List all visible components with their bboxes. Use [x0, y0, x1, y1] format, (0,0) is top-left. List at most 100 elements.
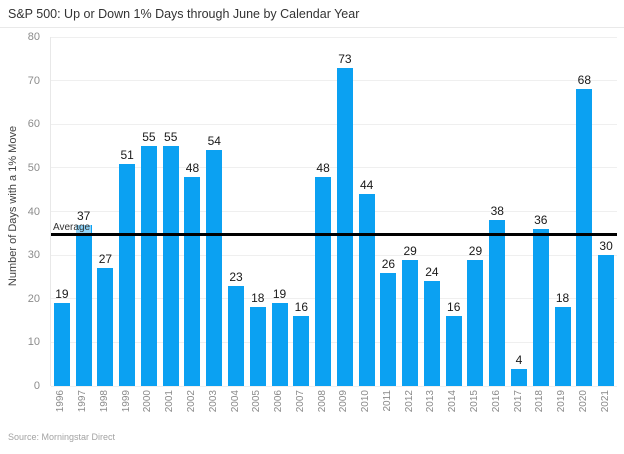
bar-2017 — [511, 368, 528, 386]
bar-2009 — [336, 67, 353, 386]
average-line-label: Average — [52, 221, 92, 233]
x-tick-label-2015: 2015 — [464, 390, 486, 432]
gridline-50 — [51, 167, 617, 169]
bar-2020 — [576, 89, 593, 386]
x-tick-text-1996: 1996 — [55, 390, 67, 413]
gridline-40 — [51, 211, 617, 212]
bar-2019 — [554, 307, 571, 386]
bar-value-2016: 38 — [490, 204, 504, 219]
x-tick-text-2013: 2013 — [425, 390, 437, 413]
x-tick-label-2000: 2000 — [137, 390, 159, 432]
x-tick-label-2016: 2016 — [485, 390, 507, 432]
x-tick-label-2019: 2019 — [551, 390, 573, 432]
x-tick-label-2009: 2009 — [333, 390, 355, 432]
x-tick-text-2005: 2005 — [251, 390, 263, 413]
x-tick-text-1999: 1999 — [120, 390, 132, 413]
x-tick-label-1999: 1999 — [115, 390, 137, 432]
x-tick-label-2014: 2014 — [442, 390, 464, 432]
bar-2012 — [402, 259, 419, 386]
bar-2021 — [598, 255, 615, 386]
chart-title: S&P 500: Up or Down 1% Days through June… — [8, 7, 360, 21]
bar-slot-2003: 54 — [203, 37, 225, 386]
source-note: Source: Morningstar Direct — [8, 432, 116, 442]
y-tick-label-60: 60 — [27, 118, 40, 131]
bar-value-2017: 4 — [515, 352, 523, 367]
bar-value-2006: 19 — [272, 287, 287, 302]
x-tick-text-2010: 2010 — [360, 390, 372, 413]
bar-2018 — [532, 228, 549, 386]
bar-slot-1998: 27 — [95, 37, 117, 386]
bar-2001 — [162, 146, 179, 386]
bar-value-2018: 36 — [534, 212, 548, 227]
plot-area: 19 37 27 51 55 55 48 54 23 18 19 16 48 73 44 26 29 24 16 29… — [50, 36, 617, 387]
bar-1996 — [53, 303, 70, 386]
x-tick-text-2016: 2016 — [490, 390, 502, 413]
bar-value-2010: 44 — [359, 178, 374, 193]
bar-slot-2014: 16 — [443, 37, 465, 386]
bar-value-2008: 48 — [316, 160, 330, 175]
title-divider — [0, 27, 624, 28]
bar-slot-2021: 30 — [595, 37, 617, 386]
bar-slot-2020: 68 — [573, 37, 595, 386]
x-tick-label-2006: 2006 — [268, 390, 290, 432]
bar-2014 — [445, 316, 462, 386]
x-tick-text-2006: 2006 — [273, 390, 285, 413]
bar-slot-2016: 38 — [486, 37, 508, 386]
bar-slot-2013: 24 — [421, 37, 443, 386]
bar-slot-2017: 4 — [508, 37, 530, 386]
x-tick-text-2019: 2019 — [556, 390, 568, 413]
gridline-10 — [51, 341, 617, 343]
gridline-80 — [51, 36, 617, 38]
y-tick-label-10: 10 — [27, 336, 40, 349]
bar-2005 — [249, 307, 266, 386]
bar-value-2015: 29 — [468, 243, 483, 258]
x-tick-text-2001: 2001 — [164, 390, 176, 413]
x-tick-text-2003: 2003 — [207, 390, 219, 413]
x-tick-label-1998: 1998 — [94, 390, 116, 432]
bar-2007 — [293, 316, 310, 386]
bar-2008 — [315, 176, 332, 386]
bar-1998 — [97, 268, 114, 386]
x-tick-label-2021: 2021 — [594, 390, 616, 432]
y-tick-label-20: 20 — [27, 292, 40, 305]
y-tick-label-80: 80 — [27, 31, 40, 43]
gridline-0 — [51, 385, 617, 387]
bar-2010 — [358, 194, 375, 386]
bar-value-1999: 51 — [120, 147, 134, 162]
x-tick-label-2018: 2018 — [529, 390, 551, 432]
bar-2011 — [380, 272, 397, 386]
bar-value-2004: 23 — [229, 269, 243, 284]
x-tick-label-2017: 2017 — [507, 390, 529, 432]
bar-slot-2011: 26 — [378, 37, 400, 386]
bar-value-2003: 54 — [207, 134, 221, 149]
bar-value-2002: 48 — [185, 160, 200, 175]
x-tick-label-2002: 2002 — [181, 390, 203, 432]
x-tick-text-2021: 2021 — [599, 390, 611, 413]
bar-slot-2019: 18 — [552, 37, 574, 386]
bar-value-2011: 26 — [381, 256, 396, 271]
gridline-60 — [51, 123, 617, 125]
bar-slot-2005: 18 — [247, 37, 269, 386]
bar-value-2005: 18 — [251, 291, 265, 306]
x-tick-text-2008: 2008 — [316, 390, 328, 413]
bar-slot-2009: 73 — [334, 37, 356, 386]
gridline-20 — [51, 298, 617, 300]
bar-slot-2010: 44 — [356, 37, 378, 386]
bar-value-1998: 27 — [98, 252, 113, 267]
x-tick-text-1997: 1997 — [77, 390, 89, 413]
bar-2016 — [489, 220, 506, 386]
bar-slot-2004: 23 — [225, 37, 247, 386]
x-tick-text-2017: 2017 — [512, 390, 524, 413]
bar-value-2021: 30 — [599, 239, 613, 254]
bar-value-1997: 37 — [76, 208, 91, 223]
bar-1997 — [75, 224, 92, 386]
x-tick-label-2004: 2004 — [224, 390, 246, 432]
bar-slot-2007: 16 — [290, 37, 312, 386]
x-tick-label-2020: 2020 — [572, 390, 594, 432]
bar-2006 — [271, 303, 288, 386]
x-tick-label-2011: 2011 — [377, 390, 399, 432]
y-tick-label-30: 30 — [27, 249, 40, 262]
x-tick-label-2001: 2001 — [159, 390, 181, 432]
y-tick-label-40: 40 — [27, 205, 40, 218]
